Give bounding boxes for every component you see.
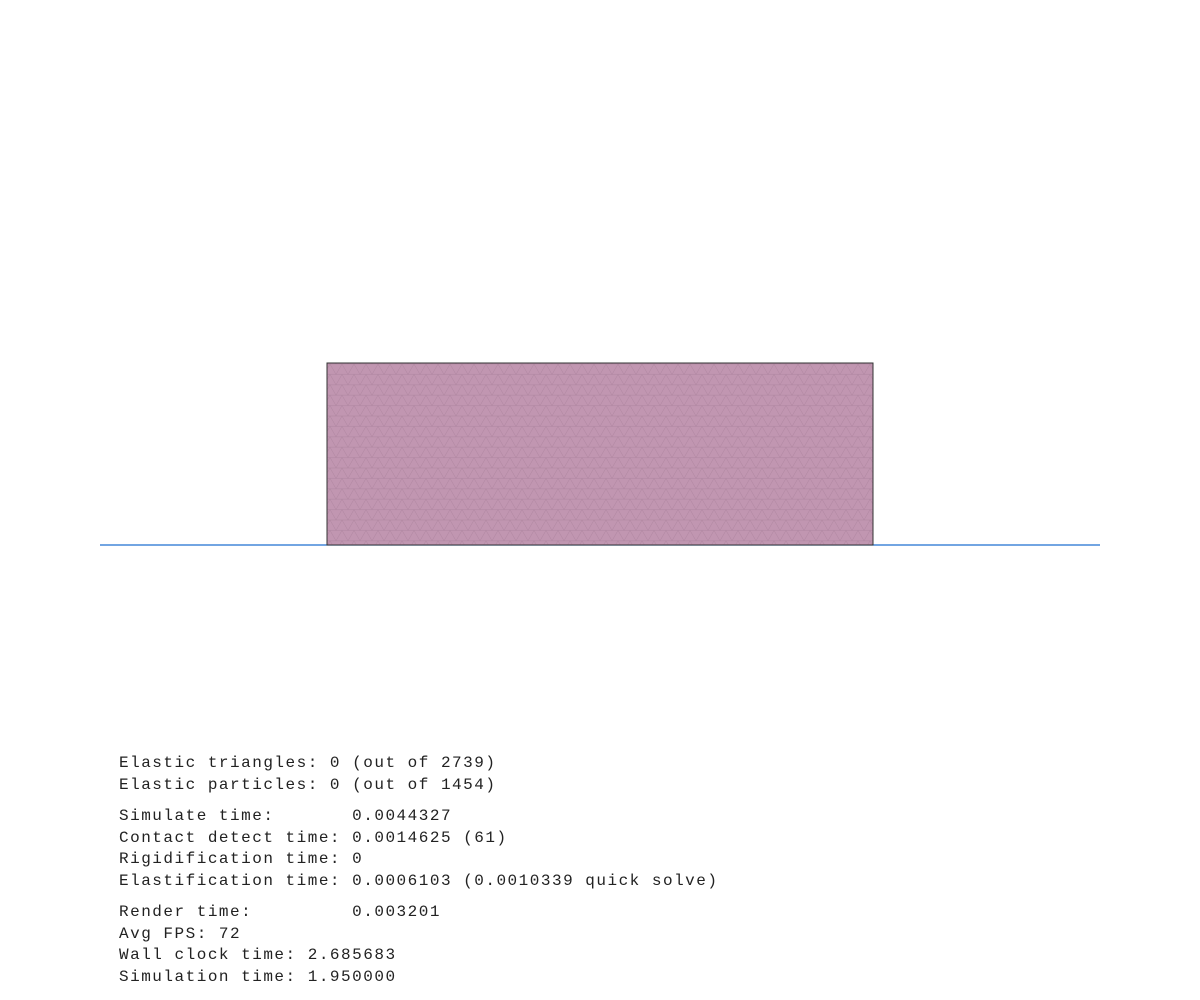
stats-group: Elastic triangles: 0 (out of 2739) Elasti… <box>119 753 718 796</box>
stats-line: Contact detect time: 0.0014625 (61) <box>119 828 508 847</box>
stats-group: Simulate time: 0.0044327 Contact detect t… <box>119 806 718 892</box>
stats-line: Wall clock time: 2.685683 <box>119 946 397 964</box>
body-mesh <box>326 362 874 546</box>
stats-line: Simulation time: 1.950000 <box>119 967 397 986</box>
stats-line: Elastic particles: 0 (out of 1454) <box>119 775 497 794</box>
stats-group: Render time: 0.003201 Avg FPS: 72 Wall clo… <box>119 902 718 988</box>
stats-line: Elastification time: 0.0006103 (0.001033… <box>119 871 719 890</box>
stats-line: Avg FPS: 72 <box>119 924 242 943</box>
stats-line: Rigidification time: 0 <box>119 850 364 868</box>
stats-line: Render time: 0.003201 <box>119 903 441 921</box>
stats-line: Simulate time: 0.0044327 <box>119 807 453 825</box>
stats-line: Elastic triangles: 0 (out of 2739) <box>119 754 497 772</box>
stats-panel: Elastic triangles: 0 (out of 2739) Elasti… <box>119 753 718 998</box>
